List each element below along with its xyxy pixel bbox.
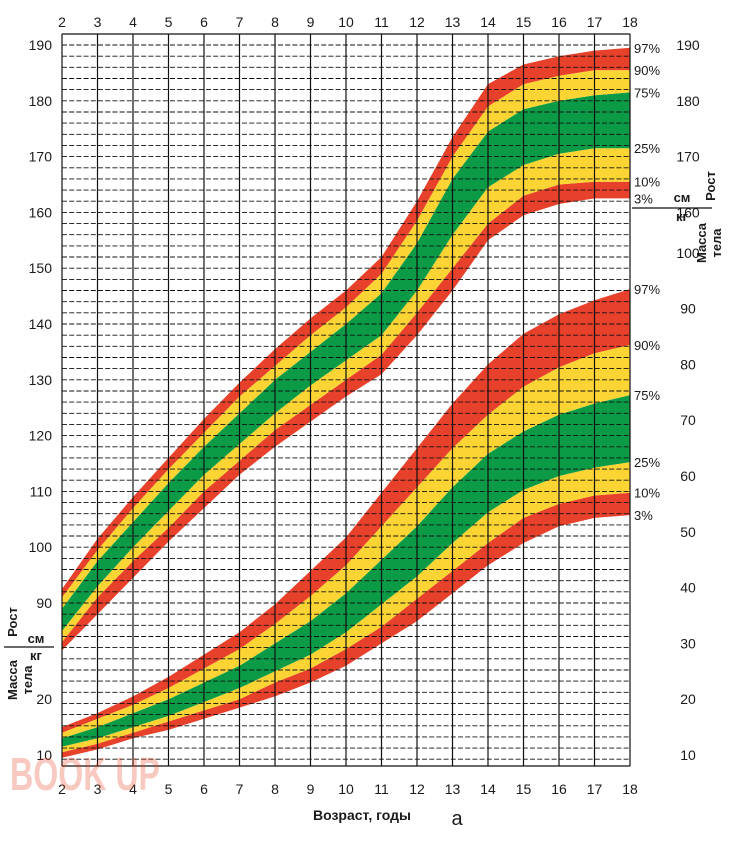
weight-axis-label-right: Массатела [694, 222, 724, 263]
percentile-label: 10% [634, 486, 660, 501]
x-tick-bottom: 6 [200, 781, 208, 797]
panel-label: а [451, 808, 463, 830]
x-tick-top: 10 [338, 14, 354, 30]
percentile-label: 10% [634, 175, 660, 190]
x-tick-bottom: 2 [58, 781, 66, 797]
percentile-label: 3% [634, 191, 653, 206]
weight-tick-left: 10 [36, 747, 52, 763]
x-tick-top: 9 [307, 14, 315, 30]
weight-tick-right: 90 [680, 301, 696, 317]
tick-labels: 2 2 3 3 4 4 5 5 6 6 7 7 8 8 9 9 10 10 11 11 12 12 13 13 14 14 15 15… [5, 14, 724, 797]
x-tick-top: 6 [200, 14, 208, 30]
percentile-labels: 3%10%25%75%90%97%3%10%25%75%90%97% [634, 41, 660, 523]
percentile-label: 75% [634, 388, 660, 403]
height-band-25-75 [62, 92, 630, 631]
height-axis-label-left: Рост [5, 607, 20, 637]
weight-tick-left: 20 [36, 691, 52, 707]
weight-unit-left: кг [30, 648, 43, 663]
percentile-label: 90% [634, 63, 660, 78]
x-tick-bottom: 18 [622, 781, 638, 797]
x-tick-bottom: 8 [271, 781, 279, 797]
axis-captions: Возраст, годы а [313, 807, 463, 830]
height-tick-left: 140 [29, 316, 53, 332]
height-tick-left: 160 [29, 204, 53, 220]
weight-axis-label-left: Массатела [5, 659, 35, 700]
percentile-label: 97% [634, 41, 660, 56]
x-tick-top: 2 [58, 14, 66, 30]
height-tick-left: 100 [29, 539, 53, 555]
percentile-label: 97% [634, 282, 660, 297]
x-tick-bottom: 9 [307, 781, 315, 797]
x-tick-top: 15 [516, 14, 532, 30]
x-tick-bottom: 12 [409, 781, 425, 797]
height-tick-left: 180 [29, 93, 53, 109]
weight-tick-right: 10 [680, 747, 696, 763]
percentile-label: 90% [634, 338, 660, 353]
x-tick-bottom: 17 [587, 781, 603, 797]
height-tick-right: 170 [676, 149, 700, 165]
height-tick-right: 180 [676, 93, 700, 109]
height-tick-right: 160 [676, 204, 700, 220]
x-tick-top: 18 [622, 14, 638, 30]
weight-tick-right: 100 [676, 245, 700, 261]
percentile-label: 25% [634, 141, 660, 156]
x-tick-bottom: 7 [236, 781, 244, 797]
height-unit-left: см [28, 631, 45, 646]
watermark-text: BOOK UP [10, 748, 160, 800]
weight-tick-right: 70 [680, 412, 696, 428]
height-tick-right: 190 [676, 37, 700, 53]
percentile-label: 25% [634, 455, 660, 470]
weight-tick-right: 50 [680, 524, 696, 540]
x-tick-bottom: 14 [480, 781, 496, 797]
weight-tick-right: 20 [680, 691, 696, 707]
weight-unit-right: кг [676, 209, 689, 224]
x-tick-bottom: 15 [516, 781, 532, 797]
x-tick-top: 5 [165, 14, 173, 30]
x-tick-bottom: 4 [129, 781, 137, 797]
x-tick-top: 7 [236, 14, 244, 30]
x-tick-top: 13 [445, 14, 461, 30]
height-tick-left: 190 [29, 37, 53, 53]
x-tick-top: 3 [94, 14, 102, 30]
height-tick-left: 110 [30, 483, 53, 499]
weight-tick-right: 30 [680, 635, 696, 651]
x-axis-label: Возраст, годы [313, 807, 411, 823]
height-unit-right: см [674, 190, 691, 205]
x-tick-bottom: 5 [165, 781, 173, 797]
height-tick-left: 90 [36, 595, 52, 611]
x-tick-top: 14 [480, 14, 496, 30]
x-tick-top: 11 [374, 14, 389, 30]
x-tick-bottom: 16 [551, 781, 567, 797]
x-tick-bottom: 10 [338, 781, 354, 797]
height-tick-left: 130 [29, 372, 53, 388]
percentile-label: 3% [634, 508, 653, 523]
percentile-label: 75% [634, 85, 660, 100]
weight-tick-right: 60 [680, 468, 696, 484]
x-tick-bottom: 3 [94, 781, 102, 797]
height-tick-left: 150 [29, 260, 53, 276]
x-tick-top: 4 [129, 14, 137, 30]
weight-tick-right: 40 [680, 580, 696, 596]
x-tick-top: 16 [551, 14, 567, 30]
x-tick-top: 12 [409, 14, 425, 30]
x-tick-bottom: 13 [445, 781, 461, 797]
weight-tick-right: 80 [680, 356, 696, 372]
watermark: BOOK UP [10, 748, 160, 800]
height-tick-left: 120 [29, 428, 53, 444]
x-tick-top: 8 [271, 14, 279, 30]
height-axis-label: Рост [703, 171, 718, 201]
x-tick-top: 17 [587, 14, 603, 30]
chart-grid [4, 33, 712, 767]
height-tick-left: 170 [29, 149, 53, 165]
x-tick-bottom: 11 [374, 781, 389, 797]
